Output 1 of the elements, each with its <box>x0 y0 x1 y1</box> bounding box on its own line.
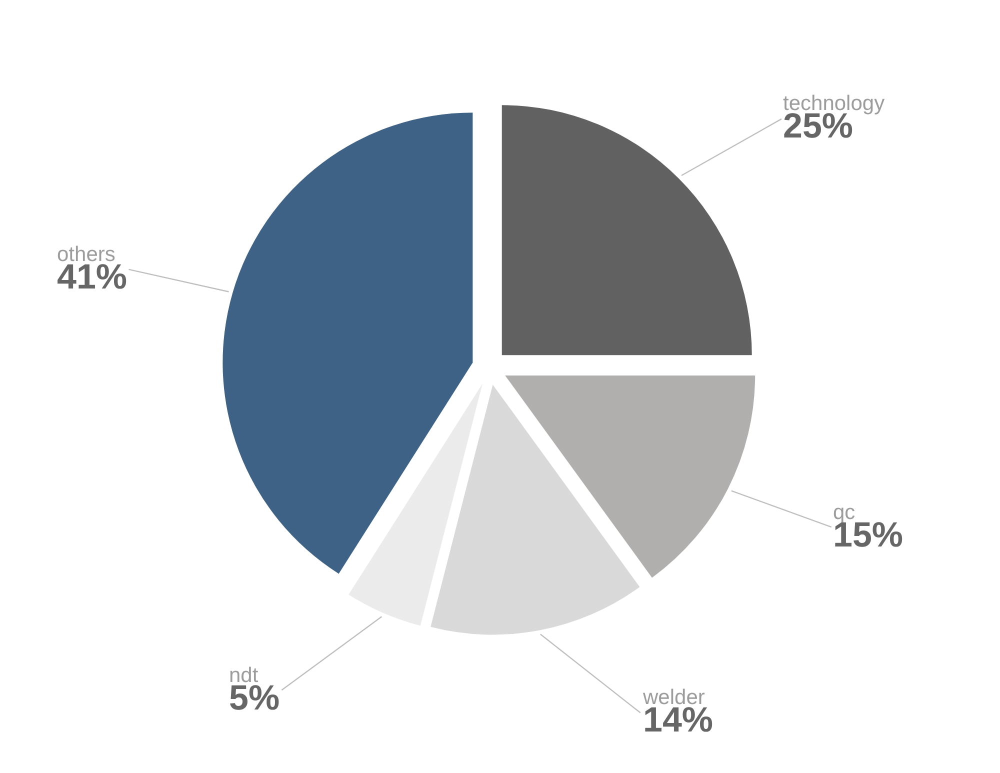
legend-label: qc <box>833 501 856 524</box>
